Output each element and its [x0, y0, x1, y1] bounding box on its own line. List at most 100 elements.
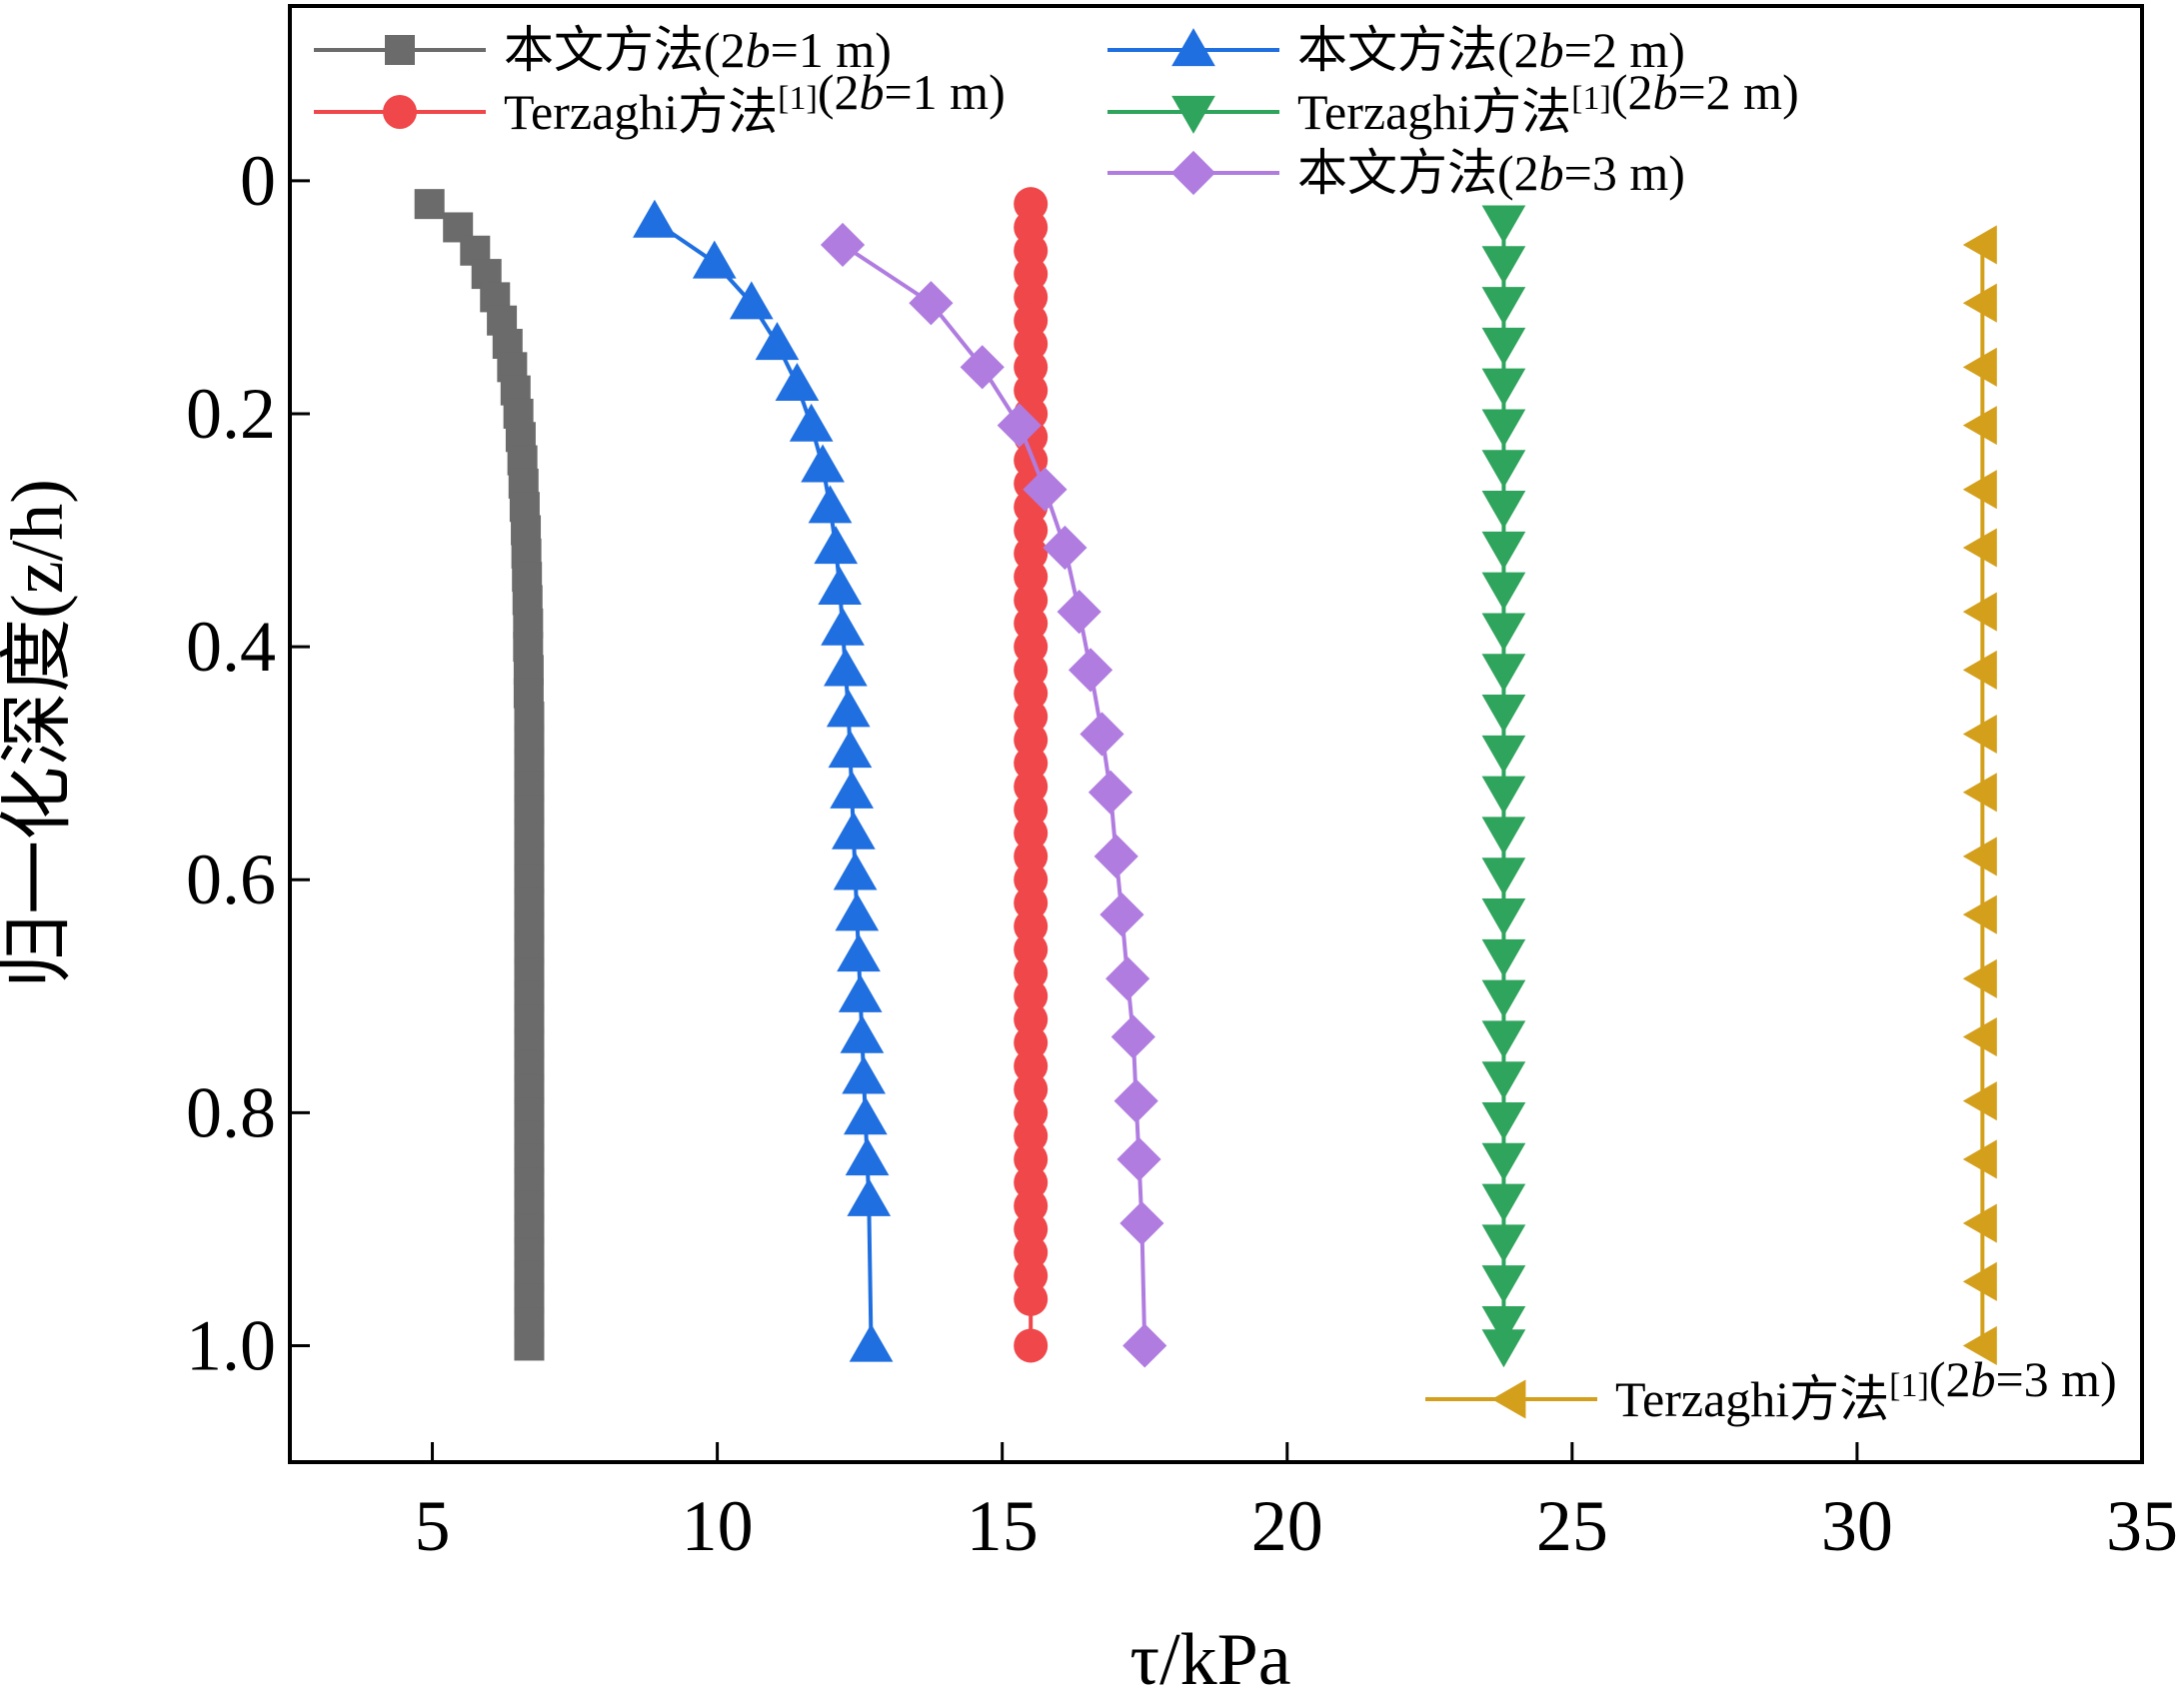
series-layer [414, 187, 1997, 1368]
x-tick-label: 15 [967, 1486, 1039, 1566]
data-point [820, 222, 866, 268]
data-point [801, 444, 845, 483]
data-point [1962, 1203, 1997, 1243]
data-point [833, 851, 878, 890]
data-point [1014, 257, 1049, 292]
data-point [1481, 491, 1526, 530]
data-point [729, 281, 774, 320]
data-point [1481, 246, 1526, 285]
data-point [1122, 1323, 1167, 1368]
legend-entry-4: Terzaghi方法[1](2b=2 m) [1107, 64, 1799, 140]
legend-label: 本文方法(2b=3 m) [1297, 145, 1685, 201]
data-point [1105, 956, 1150, 1001]
data-point [775, 362, 820, 401]
data-point [1014, 327, 1049, 362]
data-point [633, 199, 677, 238]
data-point [1481, 898, 1526, 937]
data-point [1481, 368, 1526, 407]
data-point [824, 648, 868, 687]
series-5 [820, 222, 1167, 1368]
data-point [1043, 525, 1088, 571]
data-point [1116, 1136, 1161, 1182]
data-point [1481, 287, 1526, 326]
series-line [653, 219, 874, 1346]
legend-entry-3: 本文方法(2b=2 m) [1107, 22, 1685, 78]
data-point [838, 973, 883, 1012]
data-point [755, 322, 800, 361]
data-point [1014, 816, 1049, 850]
x-tick-label: 5 [415, 1486, 451, 1566]
data-point [1481, 572, 1526, 611]
data-point [1014, 1072, 1049, 1107]
y-axis-ticks: 0 0.2 0.4 0.6 0.8 1.0 [186, 141, 310, 1385]
y-tick-label: 0.4 [186, 607, 276, 687]
data-point [1962, 714, 1997, 755]
data-point [514, 1330, 545, 1361]
data-point [1481, 776, 1526, 815]
data-point [1014, 1118, 1049, 1153]
data-point [1014, 1258, 1049, 1293]
legend-swatch-marker [385, 35, 415, 65]
data-point [1014, 653, 1049, 688]
data-point [1080, 712, 1124, 757]
data-point [1014, 1188, 1049, 1223]
data-point [909, 281, 954, 326]
data-point [1014, 746, 1049, 781]
data-point [1962, 650, 1997, 690]
data-point [1014, 932, 1049, 967]
data-point [1481, 205, 1526, 244]
data-point [1014, 280, 1049, 315]
data-point [1057, 590, 1101, 635]
y-tick-label: 0.2 [186, 374, 276, 454]
data-point [1481, 1020, 1526, 1059]
data-point [832, 811, 876, 850]
data-point [1481, 1265, 1526, 1304]
legend-entry-2: Terzaghi方法[1](2b=1 m) [314, 64, 1006, 140]
data-point [1962, 592, 1997, 632]
data-point [847, 1177, 892, 1216]
legend-label: Terzaghi方法[1](2b=2 m) [1297, 64, 1799, 140]
data-point [1014, 908, 1049, 943]
data-point [1014, 676, 1049, 711]
x-axis-title: τ/kPa [1129, 1619, 1290, 1700]
legend-label: 本文方法(2b=1 m) [504, 22, 892, 78]
x-tick-label: 25 [1536, 1486, 1608, 1566]
data-point [1481, 1061, 1526, 1100]
data-point [1014, 1002, 1049, 1037]
data-point [814, 526, 859, 565]
data-point [837, 933, 881, 972]
data-point [1088, 770, 1133, 815]
data-point [1481, 327, 1526, 366]
series-1 [414, 189, 545, 1361]
data-point [1014, 1328, 1049, 1363]
x-tick-label: 20 [1251, 1486, 1323, 1566]
data-point [1014, 1141, 1049, 1176]
data-point [1068, 648, 1113, 693]
data-point [1014, 630, 1049, 665]
data-point [1014, 1235, 1049, 1270]
data-point [1014, 583, 1049, 618]
data-point [1014, 1095, 1049, 1130]
data-point [414, 189, 445, 220]
data-point [1014, 513, 1049, 548]
data-point [1014, 1165, 1049, 1200]
data-point [1014, 839, 1049, 873]
data-point [1014, 885, 1049, 920]
data-point [1481, 695, 1526, 734]
x-tick-label: 10 [682, 1486, 754, 1566]
data-point [1014, 1211, 1049, 1246]
data-point [845, 1137, 890, 1176]
data-point [1014, 1048, 1049, 1083]
data-point [821, 607, 865, 646]
data-point [1481, 1329, 1526, 1368]
data-point [826, 689, 871, 728]
data-point [1962, 406, 1997, 446]
data-point [1481, 817, 1526, 855]
data-point [692, 240, 737, 279]
data-point [1962, 528, 1997, 568]
legend-label: Terzaghi方法[1](2b=1 m) [504, 64, 1006, 140]
data-point [1014, 769, 1049, 804]
data-point [1093, 834, 1138, 878]
data-point [1481, 450, 1526, 489]
